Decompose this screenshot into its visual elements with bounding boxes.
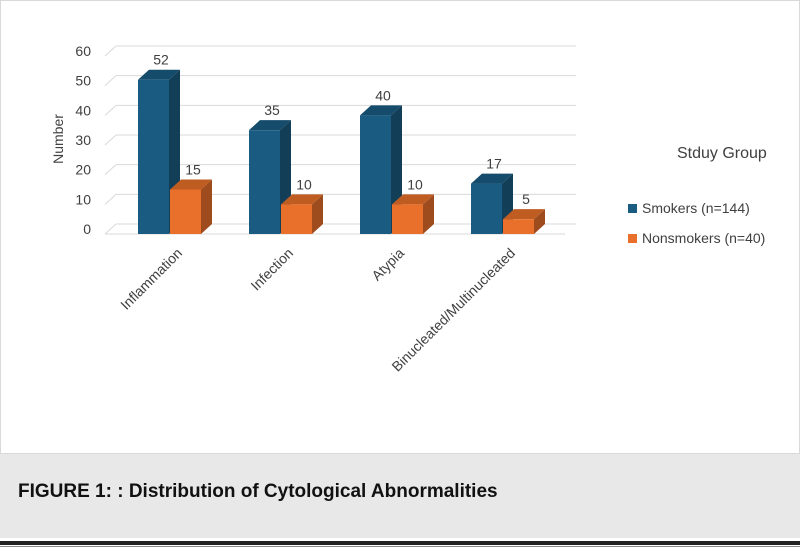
chart-panel: 0 10 20 30 40 50 60 Number 52 15 Inflammation 35 10 I… <box>0 0 800 454</box>
x-category-label: Atypia <box>368 245 407 284</box>
bar-side-nonsmokers <box>534 209 545 234</box>
bar-smokers <box>249 130 280 234</box>
bar-top-smokers <box>471 173 513 184</box>
legend-label: Nonsmokers (n=40) <box>642 230 765 246</box>
legend-title: Stduy Group <box>677 145 767 162</box>
data-label: 40 <box>375 87 391 103</box>
data-label: 15 <box>185 162 201 178</box>
y-tick-label: 20 <box>75 162 91 178</box>
data-label: 10 <box>296 176 312 192</box>
bar-smokers <box>471 183 502 234</box>
gridline-depth <box>104 104 117 116</box>
bottom-rule <box>0 538 800 548</box>
x-category-label: Infection <box>247 245 296 294</box>
y-tick-label: 30 <box>75 132 91 148</box>
gridline-depth <box>104 193 117 205</box>
bar-top-smokers <box>360 105 402 116</box>
y-tick-label: 60 <box>75 43 91 59</box>
bar-top-smokers <box>138 69 180 80</box>
bar-side-nonsmokers <box>312 194 323 234</box>
legend-swatch-nonsmokers <box>628 234 637 243</box>
bar-chart: 0 10 20 30 40 50 60 Number 52 15 Inflammation 35 10 I… <box>50 43 767 375</box>
y-tick-label: 50 <box>75 73 91 89</box>
gridline-depth <box>104 45 117 57</box>
bar-nonsmokers <box>170 189 201 234</box>
y-tick-label: 40 <box>75 102 91 118</box>
bar-side-nonsmokers <box>201 179 212 234</box>
data-label: 52 <box>153 52 169 68</box>
legend-label: Smokers (n=144) <box>642 200 750 216</box>
bar-nonsmokers <box>281 204 312 234</box>
bar-smokers <box>360 115 391 234</box>
data-label: 35 <box>264 102 280 118</box>
gridline-depth <box>104 75 117 87</box>
bar-top-smokers <box>249 120 291 131</box>
y-tick-label: 10 <box>75 191 91 207</box>
bar-side-nonsmokers <box>423 194 434 234</box>
caption-band: FIGURE 1: : Distribution of Cytological … <box>0 454 800 538</box>
figure-caption: FIGURE 1: : Distribution of Cytological … <box>18 481 498 502</box>
bar-nonsmokers <box>503 219 534 234</box>
x-category-label: Inflammation <box>117 245 185 313</box>
bar-top-nonsmokers <box>170 179 212 190</box>
bar-top-nonsmokers <box>503 209 545 220</box>
bar-nonsmokers <box>392 204 423 234</box>
data-label: 10 <box>407 176 423 192</box>
gridline-depth <box>104 223 117 235</box>
data-label: 5 <box>522 191 530 207</box>
data-label: 17 <box>486 156 502 172</box>
bar-smokers <box>138 79 169 234</box>
y-tick-label: 0 <box>83 221 91 237</box>
legend-swatch-smokers <box>628 204 637 213</box>
bar-top-nonsmokers <box>392 194 434 205</box>
gridline-depth <box>104 134 117 146</box>
x-category-label: Binucleated/Multinucleated <box>388 245 518 375</box>
bar-top-nonsmokers <box>281 194 323 205</box>
y-axis-label: Number <box>50 114 66 164</box>
gridline-depth <box>104 164 117 176</box>
